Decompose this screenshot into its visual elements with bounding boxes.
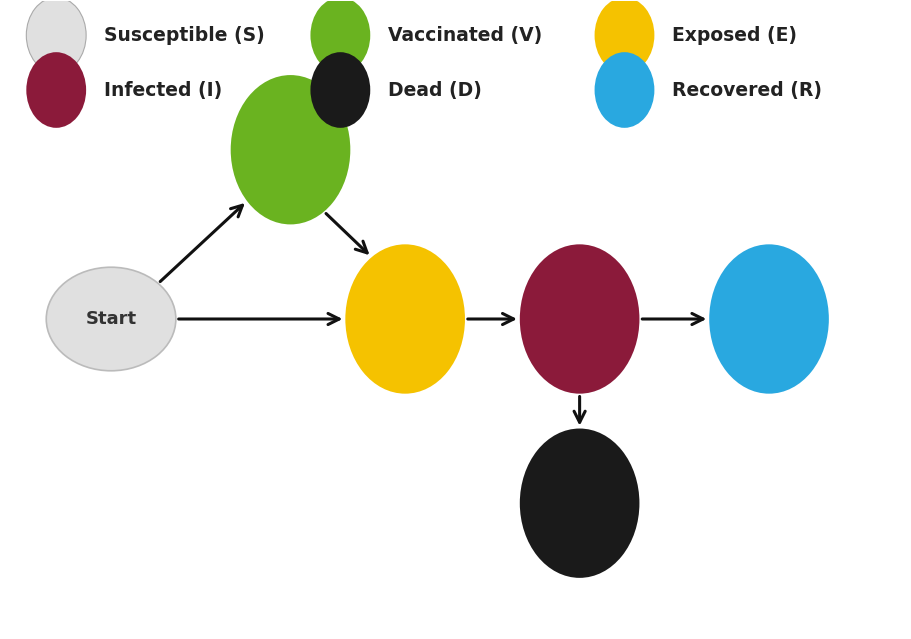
Text: Susceptible (S): Susceptible (S) [104, 26, 265, 45]
Ellipse shape [46, 267, 176, 371]
Ellipse shape [230, 75, 351, 224]
Text: Infected (I): Infected (I) [104, 81, 222, 100]
Ellipse shape [520, 429, 640, 578]
Ellipse shape [311, 52, 370, 128]
FancyArrowPatch shape [574, 396, 585, 422]
Text: Dead (D): Dead (D) [388, 81, 482, 100]
Ellipse shape [595, 0, 654, 73]
FancyArrowPatch shape [179, 314, 339, 325]
Text: Recovered (R): Recovered (R) [672, 81, 823, 100]
Text: Exposed (E): Exposed (E) [672, 26, 797, 45]
Ellipse shape [710, 244, 829, 394]
FancyArrowPatch shape [326, 213, 367, 253]
Text: Vaccinated (V): Vaccinated (V) [388, 26, 542, 45]
Ellipse shape [345, 244, 465, 394]
Ellipse shape [520, 244, 640, 394]
Ellipse shape [311, 0, 370, 73]
Ellipse shape [26, 0, 87, 73]
FancyArrowPatch shape [642, 314, 703, 325]
Ellipse shape [26, 52, 87, 128]
FancyArrowPatch shape [467, 314, 514, 325]
Text: Start: Start [86, 310, 137, 328]
FancyArrowPatch shape [160, 205, 242, 282]
Ellipse shape [595, 52, 654, 128]
